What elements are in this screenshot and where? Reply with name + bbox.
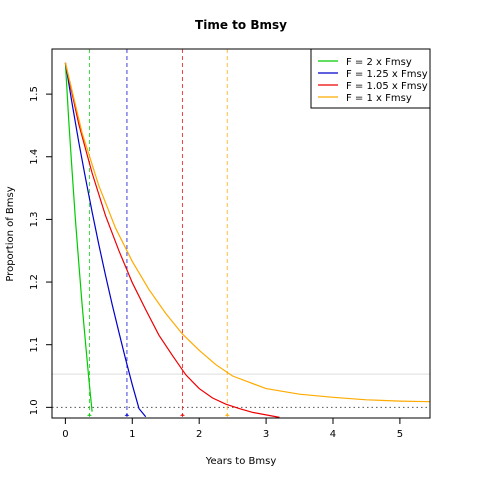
chart-title: Time to Bmsy <box>195 18 287 32</box>
legend-label-3: F = 1.05 x Fmsy <box>346 81 428 92</box>
x-tick-label: 4 <box>330 429 336 440</box>
y-tick-label: 1.5 <box>29 86 40 102</box>
reference-lines <box>52 373 430 408</box>
legend-box <box>310 48 431 109</box>
series-line-2 <box>64 62 147 418</box>
legend-label-4: F = 1 x Fmsy <box>346 93 412 104</box>
x-axis: 0 1 2 3 4 5 <box>62 418 403 440</box>
y-tick-label: 1.2 <box>29 274 40 290</box>
x-tick-label: 1 <box>129 429 135 440</box>
x-tick-label: 3 <box>263 429 269 440</box>
marker-series-3 <box>179 413 185 416</box>
plot-frame <box>51 48 431 419</box>
time-to-bmsy-lines <box>88 49 228 418</box>
y-axis-label: Proportion of Bmsy <box>5 186 16 281</box>
time-to-bmsy-markers <box>86 413 230 416</box>
series-line-1 <box>64 62 93 412</box>
x-axis-label: Years to Bmsy <box>205 456 277 467</box>
y-tick-label: 1.4 <box>29 149 40 165</box>
marker-series-4 <box>224 413 230 416</box>
marker-series-1 <box>86 413 92 416</box>
series-line-4 <box>64 62 431 403</box>
series-line-3 <box>64 62 280 418</box>
y-tick-label: 1.3 <box>29 211 40 227</box>
x-tick-label: 5 <box>397 429 403 440</box>
series-lines <box>64 62 431 418</box>
legend-label-1: F = 2 x Fmsy <box>346 57 412 68</box>
legend-label-2: F = 1.25 x Fmsy <box>346 69 428 80</box>
y-tick-label: 1.1 <box>29 337 40 353</box>
marker-series-2 <box>124 413 130 416</box>
y-tick-label: 1.0 <box>29 399 40 415</box>
y-axis: 1.0 1.1 1.2 1.3 1.4 1.5 <box>29 86 52 415</box>
x-tick-label: 2 <box>196 429 202 440</box>
x-tick-label: 0 <box>62 429 68 440</box>
